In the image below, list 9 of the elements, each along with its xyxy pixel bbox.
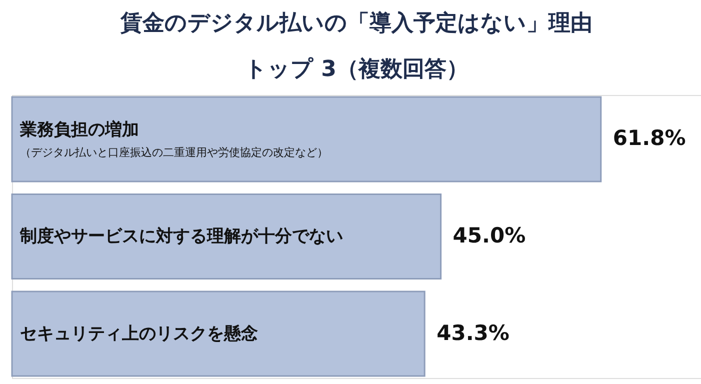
data-label: 45.0% [452, 224, 526, 248]
text: トップ 3（複数回答） [244, 57, 468, 82]
annotation: （デジタル払いと口座振込の二重運用や労使協定の改定など） [20, 146, 328, 160]
text: 賃金のデジタル払いの「導入予定はない」理由 [120, 11, 592, 36]
y-tick-label: セキュリティ上のリスクを懸念 [20, 324, 258, 344]
y-tick-label: 業務負担の増加 [19, 119, 139, 140]
data-label: 61.8% [612, 126, 686, 150]
data-label: 43.3% [436, 320, 510, 345]
y-tick-label: 制度やサービスに対する理解が十分でない [19, 226, 343, 246]
